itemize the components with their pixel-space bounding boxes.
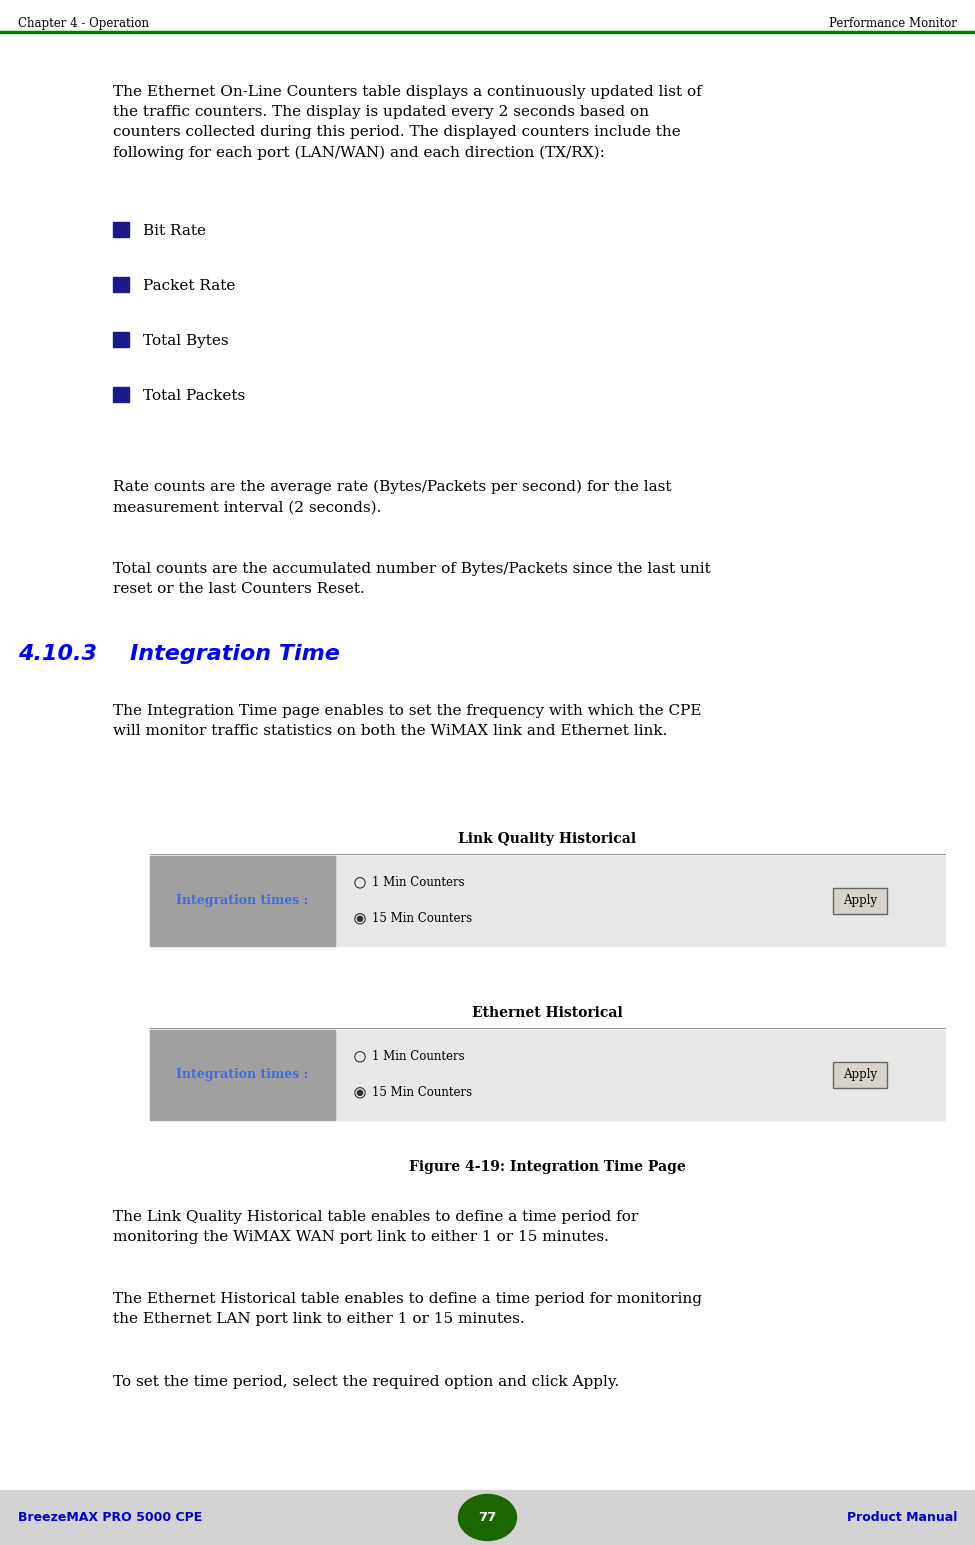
Text: Total counts are the accumulated number of Bytes/Packets since the last unit
res: Total counts are the accumulated number …	[113, 562, 711, 596]
Text: Total Bytes: Total Bytes	[143, 334, 228, 348]
Text: Apply: Apply	[843, 895, 878, 907]
Bar	[113, 386, 129, 402]
Text: Figure 4-19: Integration Time Page: Figure 4-19: Integration Time Page	[410, 1160, 685, 1174]
Bar	[150, 856, 945, 946]
Circle shape	[358, 916, 363, 921]
Text: Rate counts are the average rate (Bytes/Packets per second) for the last
measure: Rate counts are the average rate (Bytes/…	[113, 479, 672, 514]
Text: Ethernet Historical: Ethernet Historical	[472, 1006, 623, 1020]
Bar	[113, 222, 129, 238]
Circle shape	[358, 1091, 363, 1095]
Text: 1 Min Counters: 1 Min Counters	[372, 876, 465, 890]
Text: 4.10.3: 4.10.3	[18, 644, 97, 664]
Text: Integration times :: Integration times :	[176, 1068, 309, 1082]
Text: 15 Min Counters: 15 Min Counters	[372, 912, 472, 925]
Text: Chapter 4 - Operation: Chapter 4 - Operation	[18, 17, 149, 29]
Text: Integration times :: Integration times :	[176, 895, 309, 907]
Bar	[150, 1031, 335, 1120]
FancyBboxPatch shape	[833, 1061, 887, 1088]
Text: Performance Monitor: Performance Monitor	[829, 17, 957, 29]
Text: Product Manual: Product Manual	[846, 1511, 957, 1523]
Text: 77: 77	[479, 1511, 496, 1523]
Text: BreezeMAX PRO 5000 CPE: BreezeMAX PRO 5000 CPE	[18, 1511, 202, 1523]
Text: The Integration Time page enables to set the frequency with which the CPE
will m: The Integration Time page enables to set…	[113, 705, 701, 739]
Text: The Ethernet Historical table enables to define a time period for monitoring
the: The Ethernet Historical table enables to…	[113, 1292, 702, 1326]
Text: The Link Quality Historical table enables to define a time period for
monitoring: The Link Quality Historical table enable…	[113, 1210, 639, 1244]
Bar	[0, 1489, 975, 1545]
Text: 15 Min Counters: 15 Min Counters	[372, 1086, 472, 1100]
Text: The Ethernet On-Line Counters table displays a continuously updated list of
the : The Ethernet On-Line Counters table disp…	[113, 85, 702, 159]
Bar	[150, 1031, 945, 1120]
Bar	[150, 856, 335, 946]
Text: Apply: Apply	[843, 1068, 878, 1082]
Text: 1 Min Counters: 1 Min Counters	[372, 1051, 465, 1063]
Text: Link Quality Historical: Link Quality Historical	[458, 831, 637, 845]
Text: To set the time period, select the required option and click Apply.: To set the time period, select the requi…	[113, 1375, 619, 1389]
Text: Total Packets: Total Packets	[143, 389, 246, 403]
Ellipse shape	[458, 1494, 517, 1540]
Bar	[113, 332, 129, 348]
Text: Packet Rate: Packet Rate	[143, 278, 235, 292]
Bar	[113, 277, 129, 292]
Text: Integration Time: Integration Time	[130, 644, 340, 664]
Text: Bit Rate: Bit Rate	[143, 224, 206, 238]
FancyBboxPatch shape	[833, 888, 887, 913]
